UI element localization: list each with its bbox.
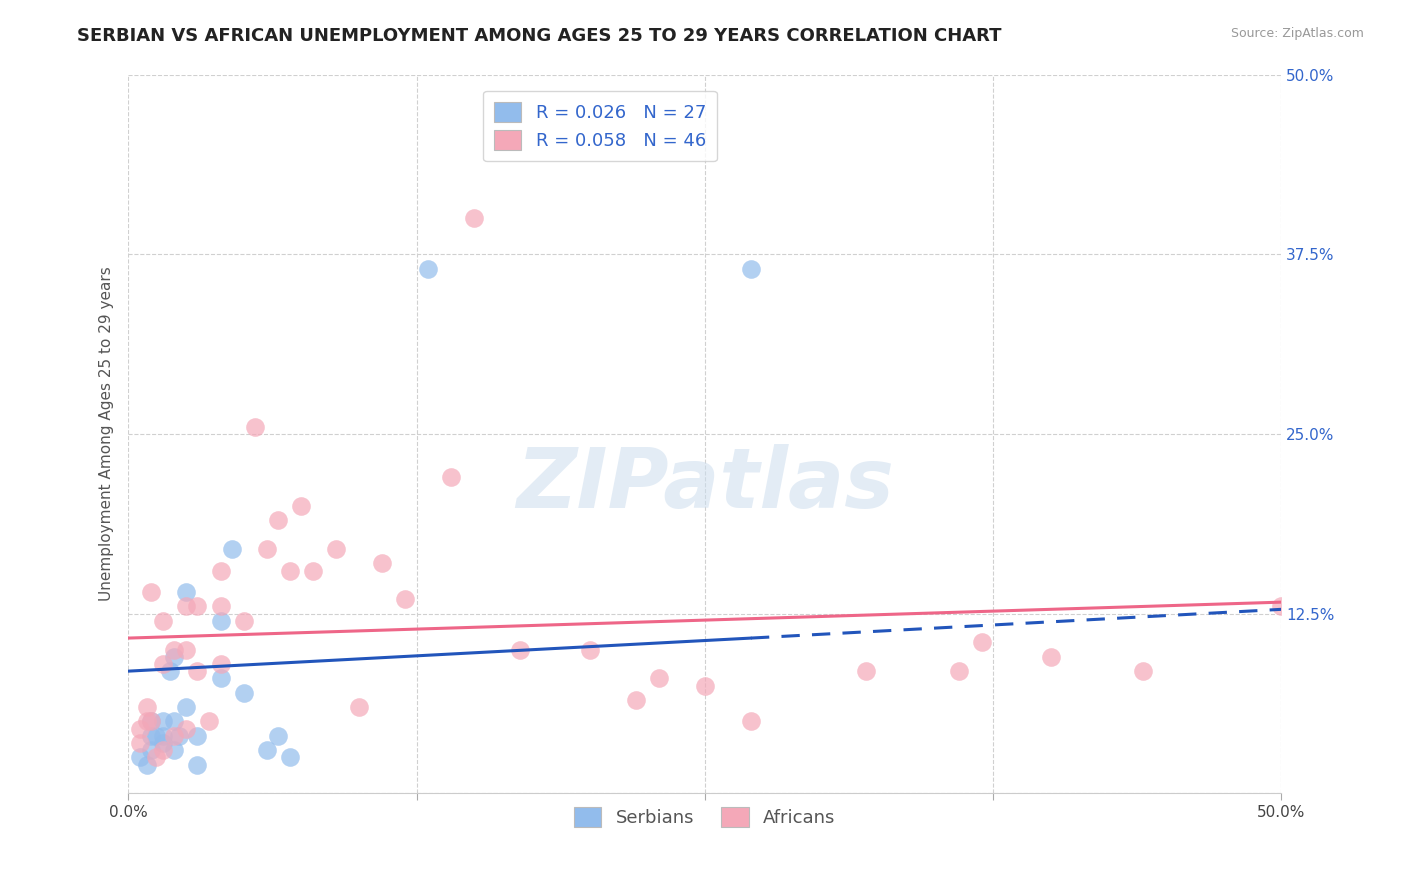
Point — [163, 649, 186, 664]
Point — [152, 729, 174, 743]
Point — [152, 614, 174, 628]
Text: SERBIAN VS AFRICAN UNEMPLOYMENT AMONG AGES 25 TO 29 YEARS CORRELATION CHART: SERBIAN VS AFRICAN UNEMPLOYMENT AMONG AG… — [77, 27, 1002, 45]
Point — [855, 664, 877, 678]
Point — [167, 729, 190, 743]
Point — [135, 700, 157, 714]
Point — [325, 541, 347, 556]
Point — [163, 743, 186, 757]
Point — [256, 541, 278, 556]
Point — [440, 470, 463, 484]
Point — [198, 714, 221, 729]
Point — [145, 729, 167, 743]
Point — [416, 261, 439, 276]
Point — [152, 736, 174, 750]
Point — [141, 714, 163, 729]
Point — [141, 714, 163, 729]
Point — [624, 693, 647, 707]
Point — [290, 499, 312, 513]
Point — [301, 564, 323, 578]
Point — [256, 743, 278, 757]
Legend: Serbians, Africans: Serbians, Africans — [567, 799, 842, 835]
Point — [174, 722, 197, 736]
Point — [232, 614, 254, 628]
Text: Source: ZipAtlas.com: Source: ZipAtlas.com — [1230, 27, 1364, 40]
Point — [209, 564, 232, 578]
Point — [243, 419, 266, 434]
Point — [152, 714, 174, 729]
Point — [128, 722, 150, 736]
Point — [141, 743, 163, 757]
Point — [647, 671, 669, 685]
Point — [159, 664, 181, 678]
Point — [152, 657, 174, 671]
Point — [740, 714, 762, 729]
Point — [135, 757, 157, 772]
Point — [948, 664, 970, 678]
Point — [970, 635, 993, 649]
Point — [278, 564, 301, 578]
Point — [267, 513, 290, 527]
Point — [740, 261, 762, 276]
Point — [186, 599, 208, 614]
Point — [145, 750, 167, 764]
Point — [693, 679, 716, 693]
Point — [174, 599, 197, 614]
Point — [128, 750, 150, 764]
Point — [174, 700, 197, 714]
Point — [209, 614, 232, 628]
Point — [186, 664, 208, 678]
Y-axis label: Unemployment Among Ages 25 to 29 years: Unemployment Among Ages 25 to 29 years — [100, 267, 114, 601]
Point — [578, 642, 600, 657]
Point — [186, 729, 208, 743]
Point — [1270, 599, 1292, 614]
Point — [135, 714, 157, 729]
Point — [509, 642, 531, 657]
Point — [186, 757, 208, 772]
Point — [371, 557, 394, 571]
Point — [347, 700, 370, 714]
Point — [163, 642, 186, 657]
Point — [1132, 664, 1154, 678]
Point — [174, 642, 197, 657]
Point — [209, 657, 232, 671]
Point — [141, 729, 163, 743]
Point — [174, 585, 197, 599]
Point — [209, 599, 232, 614]
Point — [163, 729, 186, 743]
Point — [1039, 649, 1062, 664]
Point — [463, 211, 485, 226]
Point — [278, 750, 301, 764]
Point — [163, 714, 186, 729]
Point — [394, 592, 416, 607]
Point — [209, 671, 232, 685]
Point — [152, 743, 174, 757]
Text: ZIPatlas: ZIPatlas — [516, 443, 894, 524]
Point — [232, 686, 254, 700]
Point — [267, 729, 290, 743]
Point — [141, 585, 163, 599]
Point — [221, 541, 243, 556]
Point — [128, 736, 150, 750]
